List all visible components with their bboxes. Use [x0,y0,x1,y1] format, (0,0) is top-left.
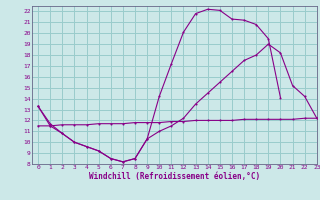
X-axis label: Windchill (Refroidissement éolien,°C): Windchill (Refroidissement éolien,°C) [89,172,260,181]
